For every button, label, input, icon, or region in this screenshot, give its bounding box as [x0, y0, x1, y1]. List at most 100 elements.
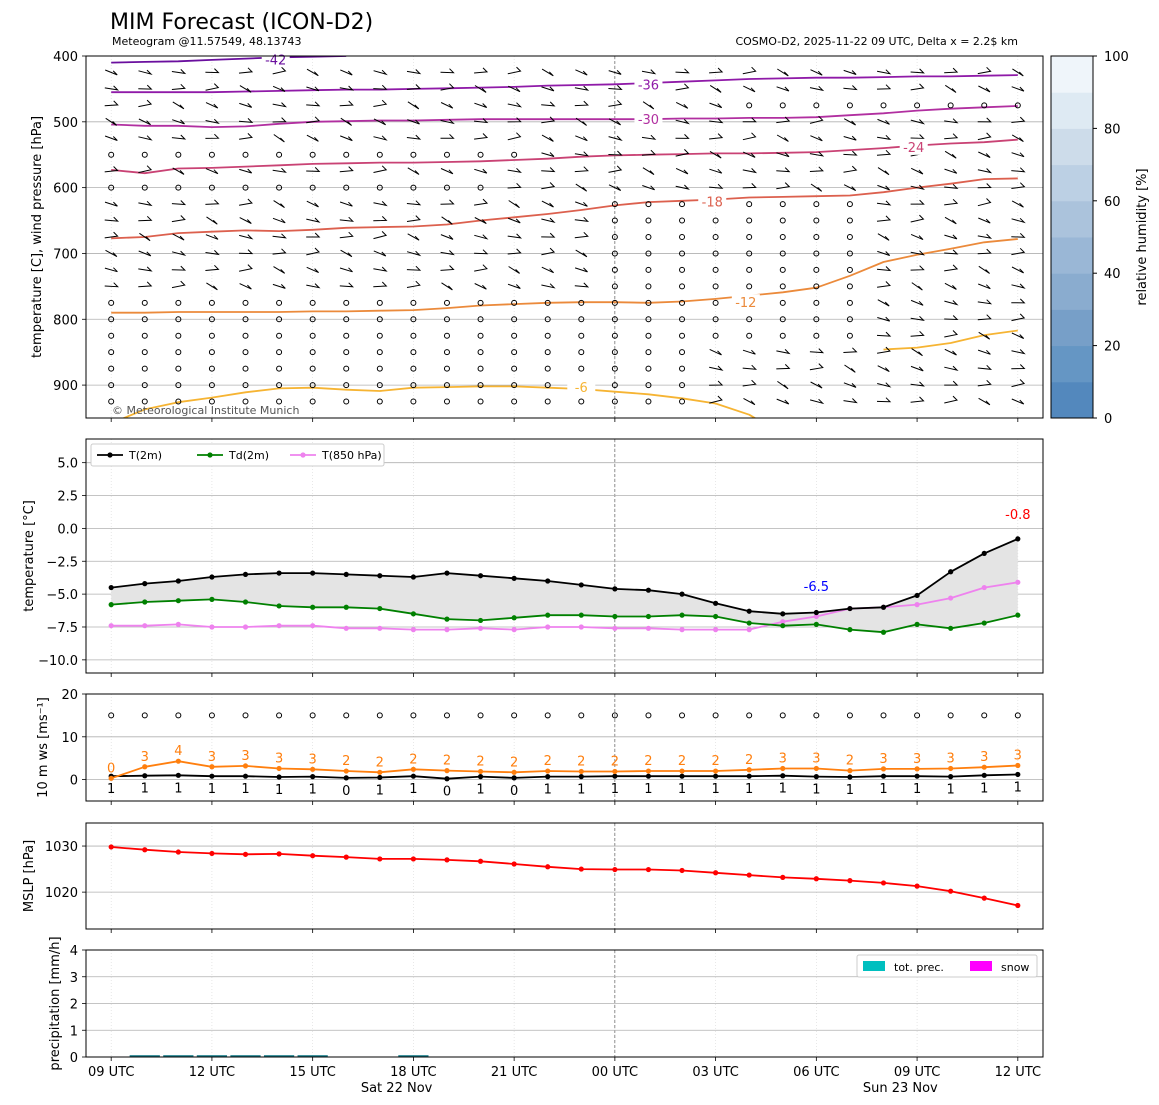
- calm-circle: [544, 398, 551, 405]
- calm-circle: [376, 184, 383, 191]
- series-point: [914, 592, 920, 599]
- series-point: [310, 853, 316, 859]
- calm-circle: [611, 217, 618, 224]
- plot-area: [86, 439, 1043, 673]
- series-point: [645, 613, 652, 620]
- calm-circle: [276, 398, 283, 405]
- contour-label-bg: [567, 379, 596, 396]
- wind-barb: [272, 283, 286, 289]
- colorbar-tick-label: 60: [1104, 195, 1121, 210]
- y-tick-label: 0: [70, 1051, 78, 1066]
- series-point: [981, 895, 987, 901]
- wind-barb: [508, 266, 520, 274]
- wind-barb: [977, 314, 992, 321]
- gust-label: 2: [711, 754, 719, 769]
- wind-barb: [238, 264, 253, 272]
- calm-circle: [376, 299, 383, 306]
- wind-barb: [810, 69, 823, 76]
- wind-barb: [944, 198, 959, 206]
- series-point: [242, 624, 249, 630]
- ws-label: 1: [812, 783, 820, 798]
- wind-barb: [1011, 167, 1026, 173]
- wind-barb: [1011, 182, 1026, 189]
- series-point: [612, 613, 618, 620]
- calm-circle: [309, 398, 316, 405]
- series-line: [111, 773, 1018, 780]
- y-tick-label: 700: [53, 247, 78, 262]
- calm-circle: [645, 316, 652, 323]
- wind-barb: [1011, 379, 1026, 388]
- wind-barb: [809, 398, 825, 405]
- wind-barb: [440, 168, 454, 175]
- calm-circle: [175, 382, 182, 389]
- calm-circle: [343, 382, 350, 389]
- calm-circle: [611, 349, 618, 356]
- wind-barb: [876, 331, 892, 337]
- calm-circle: [1014, 712, 1021, 719]
- wind-barb: [877, 184, 890, 191]
- series-point: [175, 758, 181, 764]
- wind-barb: [306, 266, 319, 274]
- calm-circle: [242, 316, 249, 323]
- series-point: [310, 766, 316, 772]
- wind-barb: [474, 198, 489, 206]
- calm-circle: [242, 382, 249, 389]
- ws-label: 1: [711, 782, 719, 797]
- wind-barb: [876, 84, 892, 90]
- wind-barb: [709, 133, 724, 140]
- wind-barb: [809, 166, 824, 172]
- wind-barb: [876, 200, 892, 206]
- wind-barb: [1011, 217, 1026, 224]
- colorbar-label: relative humidity [%]: [1135, 168, 1150, 305]
- series-point: [477, 858, 484, 864]
- wind-barb: [1011, 247, 1026, 256]
- plot-frame: [85, 822, 1044, 930]
- wind-barb: [910, 233, 924, 241]
- wind-barb: [575, 201, 588, 207]
- wind-barb: [776, 398, 790, 405]
- calm-circle: [813, 332, 820, 339]
- calm-circle: [645, 234, 652, 240]
- ws-label: 1: [678, 782, 686, 797]
- wind-barb: [104, 166, 119, 173]
- wind-barb: [809, 85, 825, 92]
- calm-circle: [779, 332, 786, 339]
- wind-barb: [306, 116, 321, 124]
- series-point: [847, 878, 853, 884]
- wind-barb: [944, 150, 957, 159]
- precip-bar: [398, 1055, 429, 1057]
- series-point: [813, 613, 819, 620]
- series-point: [343, 854, 349, 860]
- calm-circle: [175, 332, 182, 339]
- wind-barb: [272, 233, 287, 239]
- series-point: [511, 769, 517, 775]
- wind-barb: [877, 281, 891, 288]
- y-tick-label: 10: [61, 731, 78, 746]
- gust-label: 2: [476, 754, 484, 769]
- wind-barb: [474, 102, 488, 108]
- wind-barb: [373, 99, 388, 107]
- wind-barb: [1011, 134, 1024, 143]
- wind-barb: [944, 330, 959, 338]
- series-point: [948, 625, 954, 631]
- calm-circle: [779, 316, 786, 323]
- calm-circle: [846, 283, 853, 290]
- wind-barb: [171, 134, 187, 140]
- calm-circle: [108, 712, 115, 719]
- gust-label: 4: [174, 744, 182, 759]
- calm-circle: [813, 201, 820, 208]
- wind-barb: [172, 233, 185, 241]
- calm-circle: [981, 102, 988, 109]
- wind-barb: [944, 315, 959, 321]
- calm-circle: [175, 365, 182, 372]
- wind-barb: [541, 68, 554, 77]
- series-point: [780, 623, 786, 629]
- calm-circle: [813, 299, 820, 306]
- wind-barb: [507, 233, 523, 239]
- wind-barb: [675, 68, 690, 74]
- wind-barb: [440, 68, 455, 74]
- wind-barb: [205, 264, 220, 271]
- wind-barb: [507, 283, 521, 289]
- series-point: [343, 775, 349, 781]
- wind-barb: [239, 168, 253, 174]
